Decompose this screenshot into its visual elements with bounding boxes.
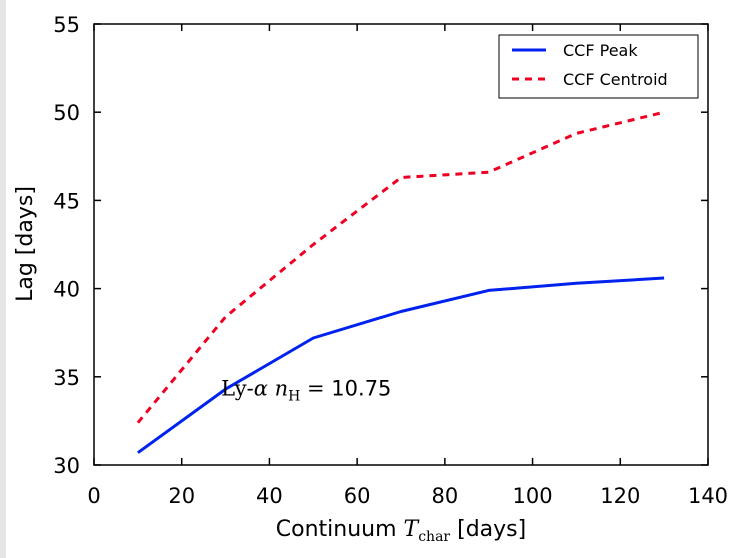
legend-label-ccf-centroid: CCF Centroid [563, 70, 668, 89]
series-line-ccf-centroid [136, 110, 665, 424]
x-tick-label: 40 [256, 484, 283, 508]
plot-frame [93, 23, 709, 466]
x-tick-label: 60 [344, 484, 371, 508]
x-tick-label: 0 [87, 484, 100, 508]
x-tick-label: 80 [431, 484, 458, 508]
series-line-ccf-peak [137, 276, 665, 454]
legend: CCF Peak CCF Centroid [498, 34, 699, 99]
tick-labels: 0 20 40 60 80 100 120 140 30 35 40 45 50 55 [53, 13, 728, 508]
legend-label-ccf-peak: CCF Peak [563, 41, 638, 60]
annotation: Ly-α nH = 10.75 [221, 376, 391, 404]
series-lines [136, 110, 665, 454]
x-tick-label: 20 [168, 484, 195, 508]
y-tick-label: 35 [53, 366, 80, 390]
y-tick-label: 55 [53, 13, 80, 37]
y-axis-title: Lag [days] [13, 186, 38, 302]
x-tick-label: 140 [688, 484, 728, 508]
y-tick-label: 50 [53, 101, 80, 125]
legend-box [498, 34, 699, 99]
axis-ticks [93, 23, 709, 466]
y-tick-label: 30 [53, 454, 80, 478]
x-axis-title: Continuum Tchar [days] [276, 517, 526, 545]
x-tick-label: 100 [513, 484, 553, 508]
left-edge-strip [0, 0, 6, 558]
x-tick-label: 120 [600, 484, 640, 508]
y-tick-label: 45 [53, 189, 80, 213]
y-tick-label: 40 [53, 278, 80, 302]
